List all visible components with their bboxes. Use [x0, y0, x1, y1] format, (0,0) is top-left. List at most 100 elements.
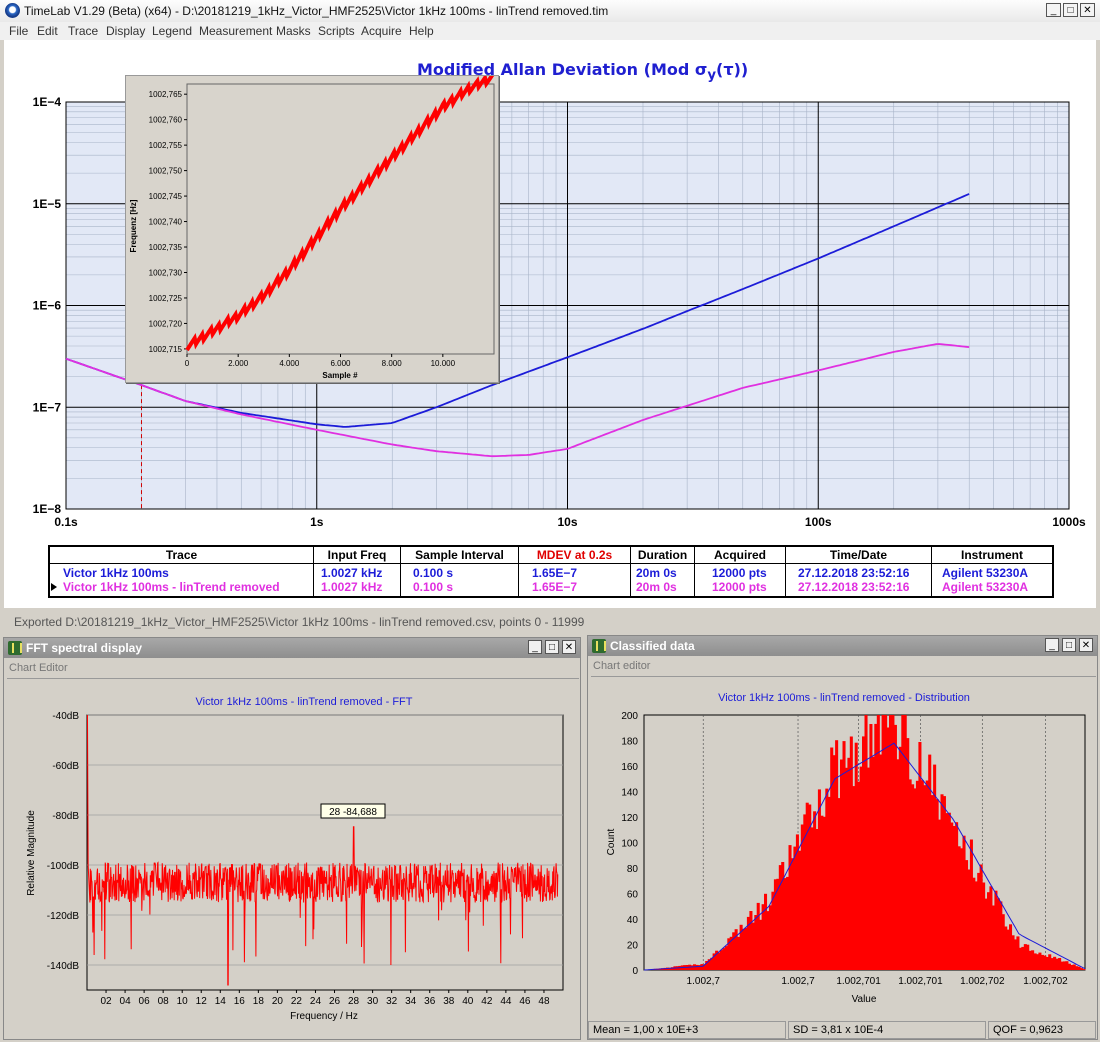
fft-chart[interactable]: Victor 1kHz 100ms - linTrend removed - F…	[4, 638, 582, 1041]
histogram-bar	[705, 961, 709, 970]
menu-trace[interactable]: Trace	[68, 24, 99, 38]
header-trace[interactable]: Trace	[50, 547, 314, 564]
normal-fit-curve	[643, 742, 1086, 971]
histogram-bar	[871, 756, 875, 970]
menu-legend[interactable]: Legend	[152, 24, 193, 38]
selected-row-arrow-icon	[51, 583, 57, 591]
close-button[interactable]: ✕	[1080, 3, 1095, 17]
menu-file[interactable]: File	[9, 24, 29, 38]
histogram-bar	[727, 938, 731, 970]
dist-close-button[interactable]: ✕	[1079, 638, 1093, 652]
dist-chart-editor-link[interactable]: Chart editor	[593, 660, 651, 672]
histogram-bar	[935, 799, 939, 970]
histogram-bar	[1070, 965, 1074, 970]
header-acquired[interactable]: Acquired	[695, 547, 786, 564]
histogram-bar	[697, 965, 701, 970]
fft-x-label: Frequency / Hz	[290, 1011, 358, 1022]
distribution-chart[interactable]: Victor 1kHz 100ms - linTrend removed - D…	[588, 636, 1099, 1021]
trace-table: Trace Input Freq Sample Interval MDEV at…	[48, 545, 1054, 598]
menu-scripts[interactable]: Scripts	[318, 24, 355, 38]
menu-masks[interactable]: Masks	[276, 24, 311, 38]
cell-interval: 0.100 s	[413, 566, 454, 580]
histogram-bar	[715, 950, 719, 970]
fft-close-button[interactable]: ✕	[562, 640, 576, 654]
dist-x-label: Value	[852, 994, 877, 1005]
dist-y-tick-label: 180	[621, 737, 638, 748]
inset-y-tick-label: 1002,730	[149, 268, 183, 277]
histogram-bar	[822, 816, 826, 970]
minimize-button[interactable]: _	[1046, 3, 1061, 17]
fft-x-tick-label: 42	[481, 996, 493, 1007]
inset-y-tick-label: 1002,740	[149, 218, 183, 227]
menu-help[interactable]: Help	[409, 24, 434, 38]
adev-plot-title: Modified Allan Deviation (Mod σy(τ))	[417, 60, 748, 83]
menu-edit[interactable]: Edit	[37, 24, 58, 38]
fft-maximize-button[interactable]: □	[545, 640, 559, 654]
histogram-bar	[827, 796, 831, 970]
dist-x-tick-label: 1.002,702	[1023, 976, 1068, 987]
fft-tooltip: 28 -84,688	[329, 807, 377, 818]
histogram-bar	[788, 845, 792, 970]
inset-frequency-plot[interactable]: 1002,765 1002,760 1002,755 1002,750 1002,745…	[125, 72, 499, 383]
histogram-bar	[957, 846, 961, 970]
histogram-bar	[1033, 953, 1037, 970]
fft-minimize-button[interactable]: _	[528, 640, 542, 654]
menu-display[interactable]: Display	[106, 24, 146, 38]
adev-title-sub: y	[707, 68, 717, 84]
menu-measurement[interactable]: Measurement	[199, 24, 273, 38]
menu-acquire[interactable]: Acquire	[361, 24, 402, 38]
dist-y-tick-label: 200	[621, 711, 638, 722]
histogram-bar	[911, 784, 915, 970]
histogram-bar	[1023, 944, 1027, 970]
histogram-bar	[1038, 952, 1042, 970]
dist-y-tick-label: 60	[627, 890, 639, 901]
histogram-bar	[783, 878, 787, 970]
inset-y-tick-label: 1002,715	[149, 345, 183, 354]
header-duration[interactable]: Duration	[631, 547, 695, 564]
cell-duration: 20m 0s	[636, 580, 677, 594]
histogram-bar	[913, 788, 917, 970]
distribution-window-titlebar[interactable]: Classified data _ □ ✕	[588, 636, 1097, 656]
header-mdev[interactable]: MDEV at 0.2s	[519, 547, 631, 564]
histogram-bar	[893, 724, 897, 970]
histogram-bar	[955, 822, 959, 970]
histogram-bar	[982, 882, 986, 970]
header-instrument[interactable]: Instrument	[932, 547, 1052, 564]
histogram-bar	[940, 794, 944, 970]
histogram-bar	[749, 911, 753, 970]
histogram-bar	[991, 905, 995, 970]
adev-x-tick-label: 10s	[557, 515, 577, 529]
table-row[interactable]: Victor 1kHz 100ms - linTrend removed 1.0…	[50, 580, 1052, 594]
adev-x-tick-label: 0.1s	[54, 515, 78, 529]
histogram-bar	[690, 965, 694, 970]
inset-frequency-chart: 1002,765 1002,760 1002,755 1002,750 1002,745…	[129, 72, 495, 380]
header-time-date[interactable]: Time/Date	[786, 547, 932, 564]
histogram-bar	[717, 952, 721, 970]
histogram-bar	[700, 964, 704, 970]
histogram-bar	[746, 916, 750, 970]
fft-y-tick-label: -80dB	[52, 811, 79, 822]
histogram-bar	[844, 767, 848, 970]
histogram-bar	[967, 869, 971, 970]
distribution-window-title: Classified data	[610, 639, 695, 653]
cell-freq: 1.0027 kHz	[321, 566, 383, 580]
cell-interval: 0.100 s	[413, 580, 454, 594]
fft-spectrum-line	[86, 714, 559, 986]
histogram-bar	[668, 967, 672, 970]
header-sample-interval[interactable]: Sample Interval	[401, 547, 519, 564]
adev-x-tick-label: 1s	[310, 515, 324, 529]
maximize-button[interactable]: □	[1063, 3, 1078, 17]
fft-window-titlebar[interactable]: FFT spectral display _ □ ✕	[4, 638, 580, 658]
header-input-freq[interactable]: Input Freq	[314, 547, 401, 564]
adev-title-prefix: Modified Allan Deviation (Mod σ	[417, 60, 708, 79]
histogram-bar	[786, 876, 790, 970]
table-row[interactable]: Victor 1kHz 100ms 1.0027 kHz 0.100 s 1.6…	[50, 566, 1052, 580]
dist-x-tick-label: 1.002,7	[687, 976, 721, 987]
histogram-bar	[842, 741, 846, 970]
fft-chart-editor-link[interactable]: Chart Editor	[9, 662, 68, 674]
dist-maximize-button[interactable]: □	[1062, 638, 1076, 652]
histogram-bar	[766, 911, 770, 970]
dist-minimize-button[interactable]: _	[1045, 638, 1059, 652]
histogram-bar	[1082, 969, 1086, 970]
histogram-bar	[891, 715, 895, 970]
